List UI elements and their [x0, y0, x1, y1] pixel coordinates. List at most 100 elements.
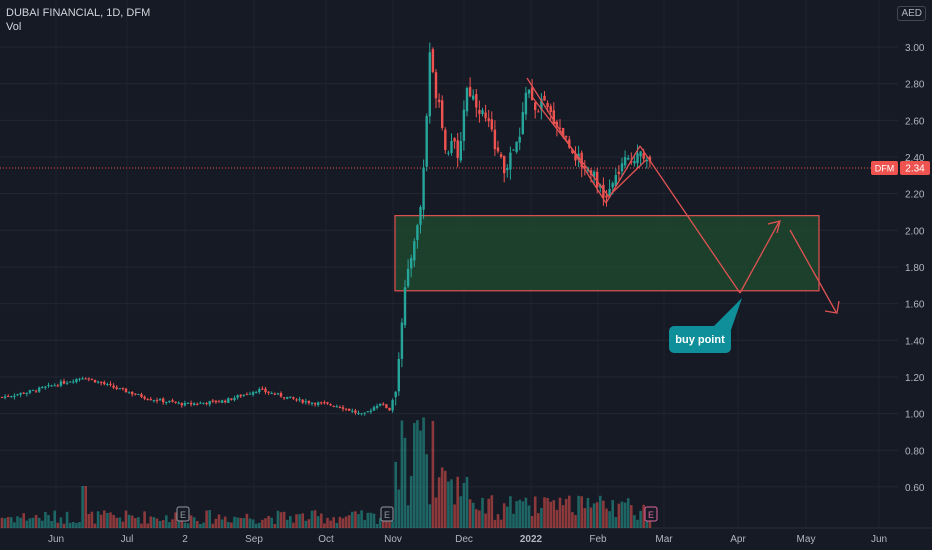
- volume-bar: [431, 420, 435, 528]
- candle-body: [106, 383, 109, 385]
- candle-body: [403, 287, 407, 326]
- volume-bar: [434, 497, 438, 528]
- candle-body: [115, 387, 118, 389]
- candle-body: [580, 152, 583, 168]
- volume-bar: [267, 515, 270, 528]
- candle-body: [103, 382, 106, 385]
- volume-bar: [422, 417, 425, 528]
- candle-body: [437, 99, 441, 103]
- volume-bar: [456, 476, 459, 528]
- volume-bar: [540, 507, 543, 528]
- candle-body: [484, 112, 487, 119]
- candle-body: [366, 411, 369, 413]
- exchange-tag: [871, 160, 898, 175]
- candle-body: [518, 136, 521, 143]
- volume-bar: [192, 517, 196, 528]
- volume-bar: [90, 511, 94, 528]
- candle-body: [199, 402, 202, 404]
- x-tick-label: Sep: [245, 534, 263, 545]
- y-tick-label: 0.80: [905, 446, 925, 457]
- x-tick-label: Apr: [730, 534, 746, 545]
- volume-bar: [233, 516, 236, 528]
- volume-bar: [84, 486, 87, 528]
- volume-bar: [369, 512, 373, 528]
- volume-bar: [261, 519, 264, 528]
- candle-body: [84, 378, 87, 380]
- volume-bar: [196, 520, 199, 528]
- candle-body: [59, 381, 63, 386]
- volume-bar: [155, 518, 159, 528]
- candle-body: [165, 401, 168, 403]
- candle-body: [174, 401, 177, 403]
- volume-bar: [512, 513, 515, 528]
- candle-body: [264, 388, 267, 393]
- candle-body: [289, 396, 292, 398]
- volume-bar: [580, 496, 583, 528]
- candle-body: [565, 136, 568, 138]
- volume-bar: [347, 515, 351, 528]
- volume-bar: [22, 513, 25, 528]
- price-tag: [900, 160, 930, 175]
- candle-body: [369, 410, 373, 412]
- candle-body: [385, 404, 388, 408]
- candle-body: [230, 398, 233, 400]
- trend-line: [611, 159, 647, 194]
- candle-body: [224, 400, 227, 403]
- volume-bar: [96, 511, 100, 528]
- candle-body: [487, 118, 490, 122]
- candle-body: [351, 410, 354, 412]
- arrow-head-down: [824, 300, 840, 314]
- candle-body: [72, 381, 75, 383]
- candle-body: [379, 403, 382, 406]
- volume-bar: [375, 523, 379, 528]
- candle-body: [444, 129, 447, 151]
- volume-bar: [323, 523, 326, 528]
- volume-bar: [561, 505, 565, 528]
- volume-bars: [0, 417, 652, 528]
- candle-body: [642, 153, 645, 159]
- volume-bar: [614, 517, 618, 528]
- x-tick-label: Mar: [655, 534, 673, 545]
- volume-bar: [425, 454, 428, 528]
- candle-body: [608, 188, 611, 196]
- y-tick-label: 2.00: [905, 226, 925, 237]
- candle-body: [158, 399, 162, 401]
- volume-bar: [329, 520, 332, 528]
- volume-bar: [406, 505, 410, 528]
- volume-bar: [245, 513, 249, 528]
- volume-bar: [137, 517, 140, 528]
- candle-body: [171, 400, 174, 402]
- volume-bar: [620, 501, 624, 528]
- volume-bar: [490, 495, 494, 528]
- volume-bar: [106, 512, 109, 528]
- candle-body: [131, 391, 134, 395]
- volume-bar: [103, 510, 106, 528]
- candle-body: [568, 139, 571, 148]
- x-tick-label: 2: [182, 534, 188, 545]
- candle-body: [56, 385, 59, 387]
- candle-body: [251, 392, 255, 395]
- candle-body: [326, 402, 329, 404]
- candle-body: [639, 151, 642, 157]
- candle-body: [16, 394, 19, 396]
- volume-bar: [171, 519, 174, 528]
- volume-bar: [44, 511, 47, 528]
- candle-body: [112, 385, 115, 388]
- candle-body: [220, 400, 224, 403]
- x-tick-label: Nov: [384, 534, 402, 545]
- candle-body: [388, 407, 391, 411]
- candle-body: [90, 379, 94, 381]
- volume-bar: [493, 519, 497, 528]
- volume-bar: [521, 501, 525, 528]
- x-tick-label: 2022: [520, 534, 543, 545]
- volume-bar: [549, 501, 552, 528]
- volume-bar: [78, 522, 81, 528]
- candle-body: [552, 110, 555, 125]
- volume-bar: [149, 516, 153, 528]
- candle-body: [481, 110, 484, 115]
- candle-body: [28, 390, 32, 393]
- volume-bar: [360, 510, 363, 528]
- candle-body: [490, 119, 493, 130]
- candle-body: [636, 153, 639, 164]
